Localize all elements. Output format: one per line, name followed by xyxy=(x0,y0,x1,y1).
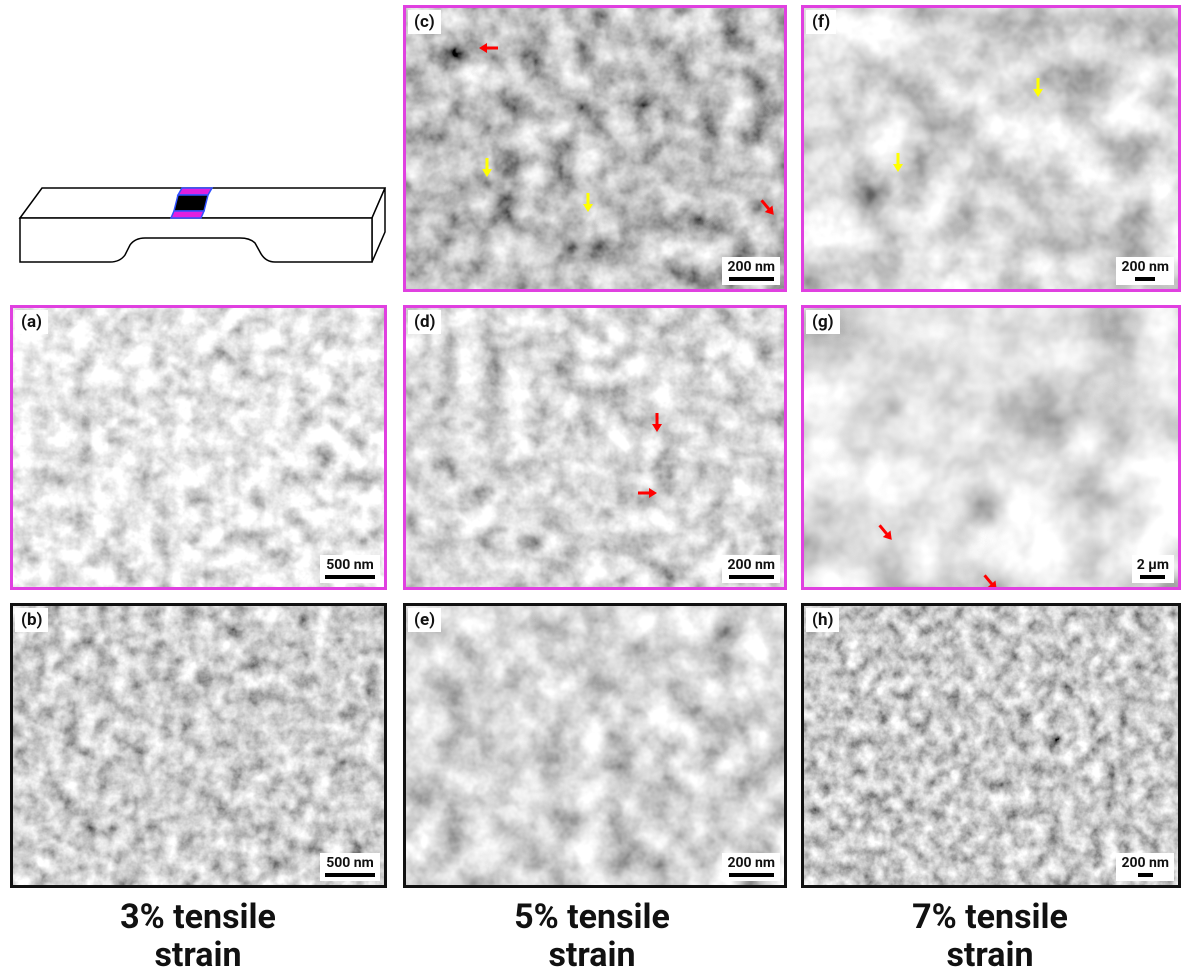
panel-label: (f) xyxy=(806,10,836,34)
caption-line: 5% tensile xyxy=(402,898,782,936)
scale-bar-line xyxy=(325,575,375,579)
micrograph xyxy=(804,8,1181,292)
scale-bar: 500 nm xyxy=(320,555,380,583)
micrograph-panel: (f) 200 nm xyxy=(801,5,1181,292)
scale-bar: 200 nm xyxy=(1116,257,1174,285)
scale-bar-text: 200 nm xyxy=(1121,855,1169,871)
micrograph xyxy=(804,606,1181,888)
micrograph-panel: (g) 2 μm xyxy=(801,305,1181,590)
micrograph-panel: (e) 200 nm xyxy=(403,603,787,888)
scale-bar: 200 nm xyxy=(722,257,780,285)
panel-label: (h) xyxy=(806,608,839,632)
caption-line: 3% tensile xyxy=(8,898,388,936)
scale-bar: 200 nm xyxy=(722,555,780,583)
micrograph-panel: (h) 200 nm xyxy=(801,603,1181,888)
scale-bar: 200 nm xyxy=(1116,853,1174,881)
scale-bar-line xyxy=(1140,575,1165,579)
scale-bar: 200 nm xyxy=(722,853,780,881)
scale-bar: 2 μm xyxy=(1132,555,1174,583)
micrograph xyxy=(406,8,787,292)
panel-label: (b) xyxy=(15,608,48,632)
scale-bar-line xyxy=(325,873,375,877)
micrograph xyxy=(13,308,387,590)
caption-line: strain xyxy=(402,936,782,971)
scale-bar: 500 nm xyxy=(320,853,380,881)
caption-line: strain xyxy=(800,936,1180,971)
specimen-schematic xyxy=(0,0,400,290)
scale-bar-text: 200 nm xyxy=(727,557,775,573)
scale-bar-text: 2 μm xyxy=(1137,557,1169,573)
micrograph xyxy=(406,606,787,888)
panel-label: (c) xyxy=(408,10,441,34)
panel-label: (d) xyxy=(408,310,441,334)
scale-bar-text: 200 nm xyxy=(727,259,775,275)
micrograph xyxy=(804,308,1181,590)
panel-label: (e) xyxy=(408,608,441,632)
scale-bar-text: 200 nm xyxy=(1121,259,1169,275)
micrograph-panel: (b) 500 nm xyxy=(10,603,387,888)
caption-line: strain xyxy=(8,936,388,971)
panel-label: (a) xyxy=(15,310,48,334)
panel-label: (g) xyxy=(806,310,840,334)
micrograph xyxy=(13,606,387,888)
scale-bar-line xyxy=(1138,873,1153,877)
micrograph-panel: (d) 200 nm xyxy=(403,305,787,590)
caption-line: 7% tensile xyxy=(800,898,1180,936)
scale-bar-line xyxy=(729,277,774,281)
micrograph xyxy=(406,308,787,590)
scale-bar-line xyxy=(729,575,774,579)
micrograph-panel: (c) 200 nm xyxy=(403,5,787,292)
scale-bar-line xyxy=(729,873,774,877)
figure: (a) 500 nm (b) 500 nm (c) 200 nm (d) 200 nm (e) 2… xyxy=(0,0,1181,971)
scale-bar-line xyxy=(1135,277,1155,281)
scale-bar-text: 200 nm xyxy=(727,855,775,871)
scale-bar-text: 500 nm xyxy=(325,557,375,573)
micrograph-panel: (a) 500 nm xyxy=(10,305,387,590)
scale-bar-text: 500 nm xyxy=(325,855,375,871)
